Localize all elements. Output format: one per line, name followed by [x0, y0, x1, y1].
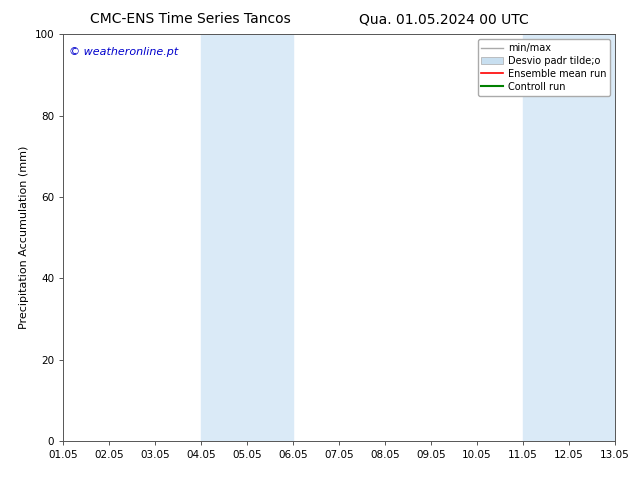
Bar — [202, 34, 293, 441]
Bar — [523, 34, 615, 441]
Legend: min/max, Desvio padr tilde;o, Ensemble mean run, Controll run: min/max, Desvio padr tilde;o, Ensemble m… — [477, 39, 610, 96]
Y-axis label: Precipitation Accumulation (mm): Precipitation Accumulation (mm) — [19, 146, 29, 329]
Text: CMC-ENS Time Series Tancos: CMC-ENS Time Series Tancos — [90, 12, 290, 26]
Text: Qua. 01.05.2024 00 UTC: Qua. 01.05.2024 00 UTC — [359, 12, 529, 26]
Text: © weatheronline.pt: © weatheronline.pt — [69, 47, 178, 56]
